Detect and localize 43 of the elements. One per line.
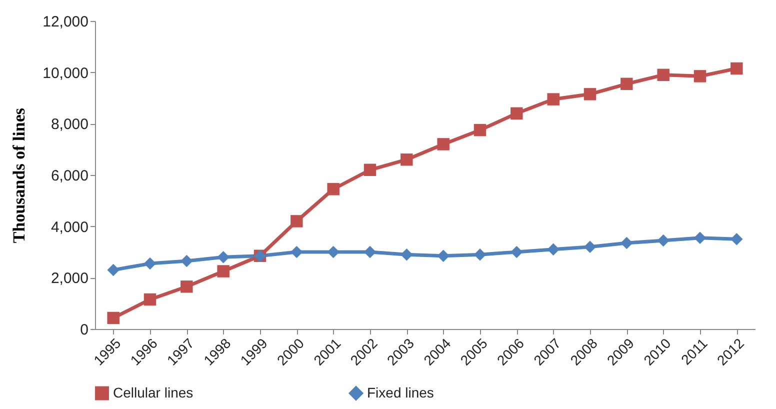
legend-label: Fixed lines: [367, 384, 434, 400]
y-tick-label: 6,000: [50, 168, 88, 184]
point: [620, 78, 633, 90]
point: [657, 68, 670, 82]
point: [474, 248, 486, 261]
point: [144, 293, 156, 306]
point: [400, 153, 413, 166]
point: [474, 124, 486, 136]
y-axis-title: Thousands of lines: [10, 108, 29, 244]
point: [694, 232, 706, 244]
point: [107, 312, 120, 324]
point: [180, 280, 193, 293]
point: [510, 246, 523, 258]
y-tick-label: 10,000: [42, 64, 88, 82]
point: [547, 93, 560, 106]
point: [437, 250, 450, 262]
point: [364, 164, 376, 176]
point: [657, 234, 670, 247]
y-tick-label: 2,000: [50, 270, 88, 288]
point: [547, 243, 560, 256]
point: [730, 233, 743, 246]
y-tick-label: 4,000: [50, 218, 88, 236]
point: [694, 70, 706, 82]
point: [327, 246, 340, 258]
point: [217, 251, 230, 264]
y-tick-label: 12,000: [42, 14, 88, 30]
point: [584, 88, 596, 100]
y-tick-label: 0: [80, 322, 88, 338]
point: [290, 246, 303, 258]
point: [217, 265, 230, 278]
point: [510, 107, 523, 120]
point: [327, 182, 340, 196]
point: [107, 264, 120, 276]
point: [437, 138, 450, 150]
legend-label: Cellular lines: [113, 384, 194, 400]
point: [144, 257, 156, 270]
point: [400, 248, 413, 261]
point: [730, 62, 743, 75]
y-tick-label: 8,000: [50, 116, 88, 134]
point: [290, 215, 303, 228]
point: [584, 240, 596, 253]
point: [620, 236, 633, 250]
point: [180, 254, 193, 268]
